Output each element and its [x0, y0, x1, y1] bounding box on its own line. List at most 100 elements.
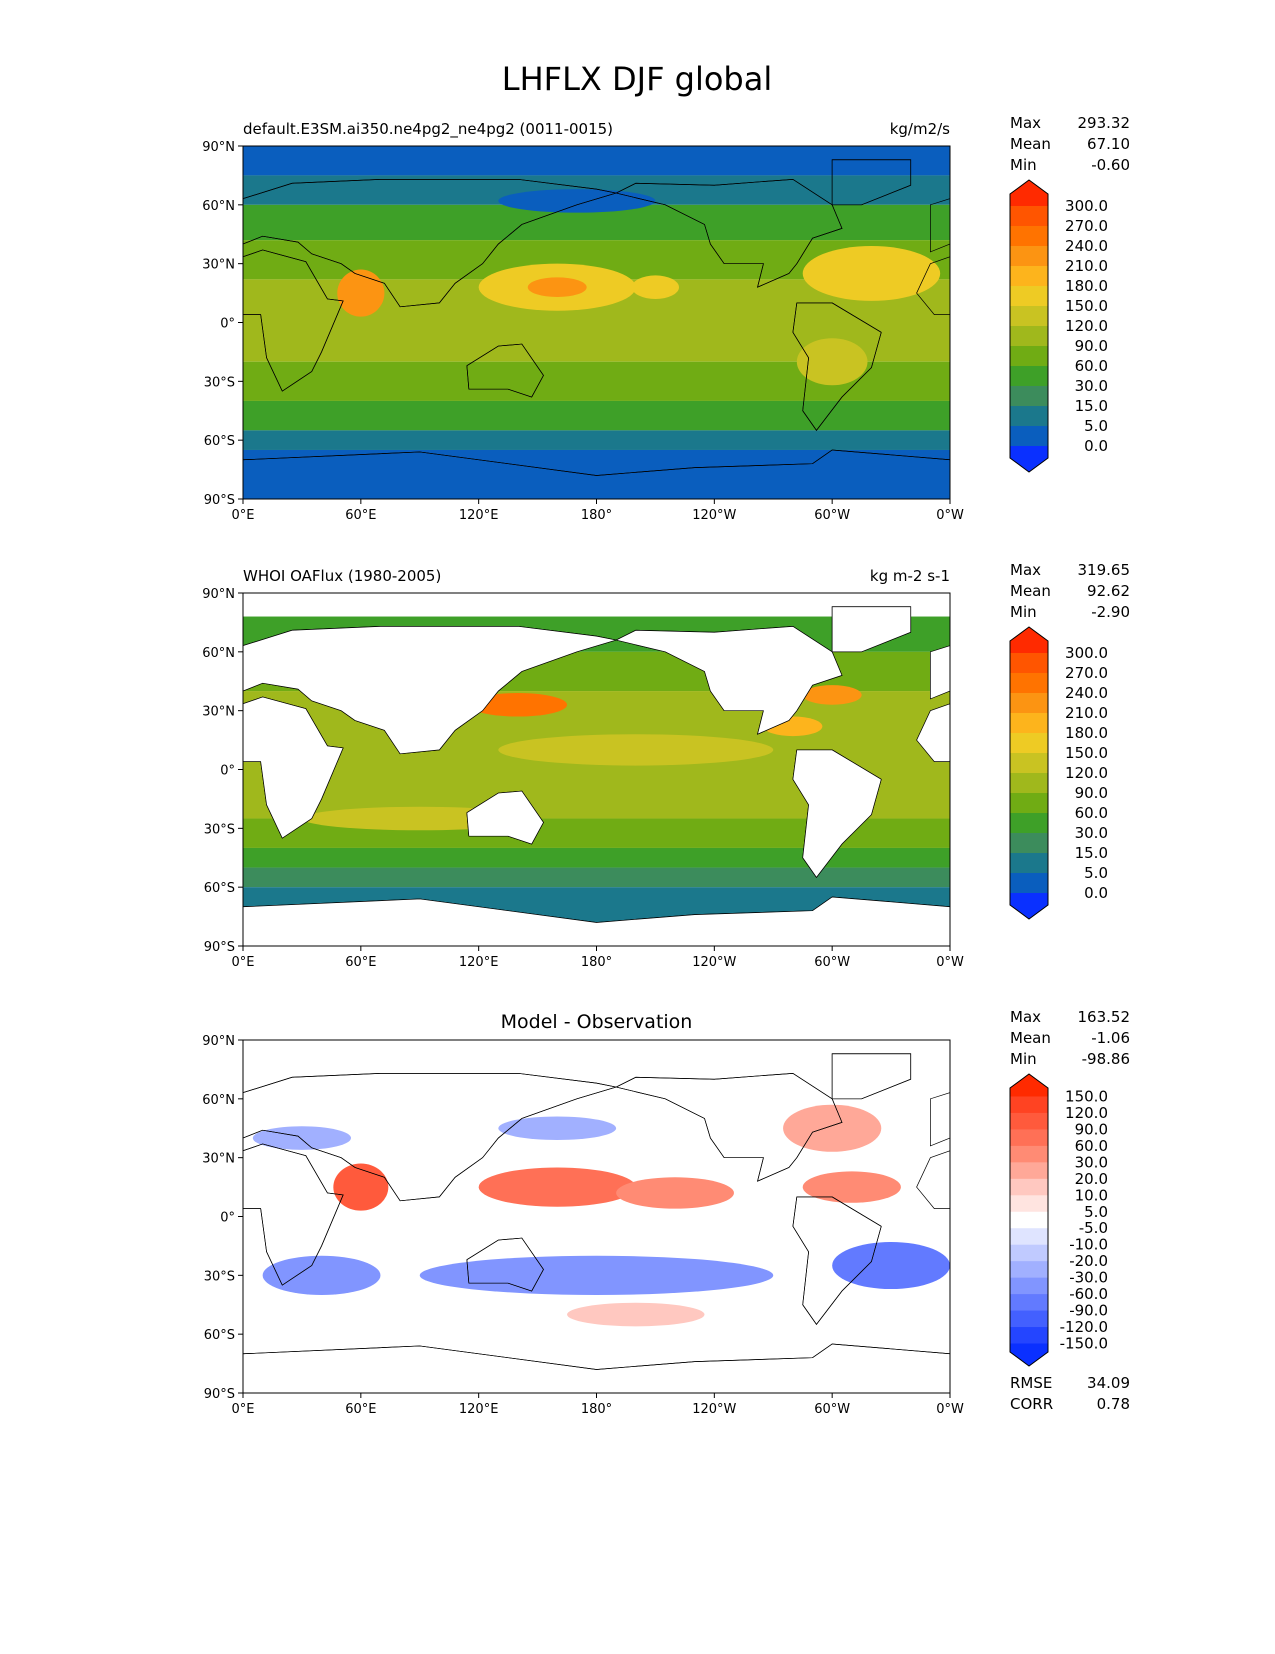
y-tick-label: 30°S — [204, 822, 235, 837]
coastline — [86, 1197, 174, 1324]
coastline — [125, 160, 204, 205]
stat-label: Max — [1010, 114, 1041, 132]
map-area — [0, 1040, 950, 1393]
colorbar-tick-label: 15.0 — [1075, 844, 1108, 862]
colorbar-segment — [1010, 653, 1048, 674]
stat-label: Min — [1010, 1050, 1037, 1068]
colorbar-extend-max — [1010, 1074, 1048, 1097]
colorbar-segment — [1010, 1277, 1048, 1295]
colorbar-segment — [1010, 753, 1048, 774]
colorbar-segment — [1010, 813, 1048, 834]
colorbar-segment — [1010, 1096, 1048, 1114]
colorbar-segment — [1010, 1327, 1048, 1345]
y-tick-label: 0° — [220, 317, 235, 332]
coastline — [466, 1237, 544, 1292]
y-tick-label: 90°S — [204, 940, 235, 955]
colorbar-tick-label: 60.0 — [1075, 1137, 1108, 1155]
colorbar-outline — [1009, 179, 1049, 473]
y-tick-label: 0° — [220, 764, 235, 779]
contour-region — [468, 693, 568, 717]
colorbar-tick-label: 150.0 — [1065, 744, 1108, 762]
colorbar-tick-label: 90.0 — [1075, 1120, 1108, 1138]
colorbar-segment — [1010, 733, 1048, 754]
colorbar-segment — [1010, 833, 1048, 854]
coastline — [243, 696, 344, 839]
x-tick-label: 60°E — [345, 508, 376, 523]
colorbar-tick-label: 270.0 — [1065, 664, 1108, 682]
coastline — [125, 607, 204, 652]
colorbar-segment — [1010, 1211, 1048, 1229]
colorbar-segment — [1010, 1244, 1048, 1262]
contour-region — [498, 734, 774, 766]
colorbar-segment — [1010, 773, 1048, 794]
coastline — [243, 1143, 344, 1286]
coastline — [243, 1353, 244, 1393]
stat-value: 319.65 — [1078, 561, 1131, 579]
coastline — [0, 179, 135, 287]
colorbar-segment — [1010, 1228, 1048, 1246]
panel-title-left: default.E3SM.ai350.ne4pg2_ne4pg2 (0011-0… — [243, 120, 613, 139]
colorbar-extend-min — [1010, 893, 1048, 919]
colorbar-tick-label: 150.0 — [1065, 1087, 1108, 1105]
colorbar-tick-label: 120.0 — [1065, 317, 1108, 335]
y-tick-label: 90°S — [204, 493, 235, 508]
coastline — [831, 159, 912, 206]
colorbar-tick-label: 210.0 — [1065, 704, 1108, 722]
colorbar-extend-max — [1010, 180, 1048, 206]
coastline — [0, 1073, 135, 1181]
figure-title: LHFLX DJF global — [502, 60, 772, 98]
coastline — [243, 906, 244, 946]
colorbar-extend-min — [1010, 1343, 1048, 1366]
colorbar-tick-label: 90.0 — [1075, 784, 1108, 802]
contour-region — [616, 1177, 734, 1209]
coastline — [243, 178, 617, 308]
coastline — [243, 249, 344, 392]
coastline — [792, 302, 882, 431]
panel-difference: 0°E 60°E 120°E 180° 120°W 60°W 0°W 90°N 60°N 30°N… — [0, 1008, 1131, 1417]
stat-value: 163.52 — [1078, 1008, 1131, 1026]
y-tick-label: 60°N — [202, 1093, 235, 1108]
x-tick-label: 0°W — [936, 508, 964, 523]
x-tick-label: 120°W — [692, 508, 736, 523]
coastline — [615, 625, 843, 735]
contour-band — [243, 867, 950, 888]
colorbar-tick-label: 300.0 — [1065, 197, 1108, 215]
colorbar-outline — [1009, 626, 1049, 920]
contour-region — [419, 1255, 774, 1295]
stat-value: 34.09 — [1087, 1374, 1130, 1392]
colorbar-tick-label: 60.0 — [1075, 804, 1108, 822]
colorbar-tick-label: 300.0 — [1065, 644, 1108, 662]
coastline — [86, 750, 174, 877]
colorbar-tick-label: 180.0 — [1065, 724, 1108, 742]
colorbar-segment — [1010, 1261, 1048, 1279]
y-tick-label: 90°N — [202, 140, 235, 155]
colorbar-tick-label: 5.0 — [1084, 864, 1108, 882]
colorbar-tick-label: 5.0 — [1084, 1203, 1108, 1221]
contour-region — [802, 685, 862, 705]
colorbar-segment — [1010, 1294, 1048, 1312]
colorbar-segment — [1010, 1145, 1048, 1163]
coastline — [1174, 791, 1251, 844]
colorbar-segment — [1010, 1195, 1048, 1213]
x-tick-label: 120°W — [692, 955, 736, 970]
coastline — [916, 703, 950, 763]
x-tick-label: 0°E — [232, 1402, 255, 1417]
colorbar-outline — [1009, 1073, 1049, 1367]
stat-value: 0.78 — [1097, 1395, 1130, 1413]
map-area — [0, 146, 950, 499]
colorbar-segment — [1010, 673, 1048, 694]
x-tick-label: 180° — [581, 955, 612, 970]
x-tick-label: 60°W — [814, 1402, 850, 1417]
colorbar-extend-max — [1010, 627, 1048, 653]
colorbar-tick-label: 150.0 — [1065, 297, 1108, 315]
y-tick-label: 60°N — [202, 646, 235, 661]
coastline — [831, 1053, 912, 1100]
coastline — [243, 449, 950, 499]
y-tick-label: 30°N — [202, 258, 235, 273]
colorbar-tick-label: -150.0 — [1060, 1335, 1108, 1353]
contour-region — [567, 1302, 705, 1327]
coastline — [615, 1072, 843, 1182]
colorbar-segment — [1010, 693, 1048, 714]
y-tick-label: 60°S — [204, 1328, 235, 1343]
x-tick-label: 120°E — [459, 955, 499, 970]
